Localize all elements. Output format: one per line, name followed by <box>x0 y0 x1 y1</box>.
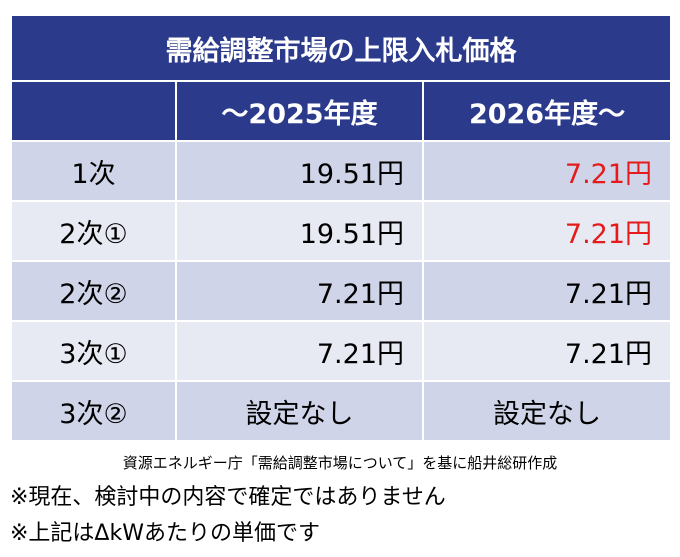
table-row: 2次① 19.51円 7.21円 <box>10 200 673 262</box>
cell-2026: 7.21円 <box>421 140 673 202</box>
cell-2025: 19.51円 <box>175 200 424 262</box>
header-empty <box>10 80 177 142</box>
row-label: 1次 <box>10 140 177 202</box>
row-label: 2次② <box>10 260 177 322</box>
notes-block: 資源エネルギー庁「需給調整市場について」を基に船井総研作成 ※現在、検討中の内容… <box>10 452 670 551</box>
row-label: 3次② <box>10 380 177 442</box>
cell-2026: 設定なし <box>421 380 673 442</box>
note-tentative: ※現在、検討中の内容で確定ではありません <box>10 485 446 510</box>
cell-2025: 設定なし <box>175 380 424 442</box>
table-row: 3次② 設定なし 設定なし <box>10 380 673 442</box>
header-2026: 2026年度～ <box>421 80 673 142</box>
cell-2025: 19.51円 <box>175 140 424 202</box>
cell-2026: 7.21円 <box>421 200 673 262</box>
row-label: 2次① <box>10 200 177 262</box>
table-row: 3次① 7.21円 7.21円 <box>10 320 673 382</box>
cell-2025: 7.21円 <box>175 260 424 322</box>
header-2025: ～2025年度 <box>175 80 424 142</box>
cell-2026: 7.21円 <box>421 260 673 322</box>
row-label: 3次① <box>10 320 177 382</box>
cell-2025: 7.21円 <box>175 320 424 382</box>
table-row: 2次② 7.21円 7.21円 <box>10 260 673 322</box>
cell-2026: 7.21円 <box>421 320 673 382</box>
table-row: 1次 19.51円 7.21円 <box>10 140 673 202</box>
price-table: 需給調整市場の上限入札価格 ～2025年度 2026年度～ 1次 19.51円 … <box>9 14 673 442</box>
note-unit: ※上記はΔkWあたりの単価です <box>10 521 320 546</box>
source-note: 資源エネルギー庁「需給調整市場について」を基に船井総研作成 <box>122 454 558 472</box>
table-title: 需給調整市場の上限入札価格 <box>9 14 673 82</box>
